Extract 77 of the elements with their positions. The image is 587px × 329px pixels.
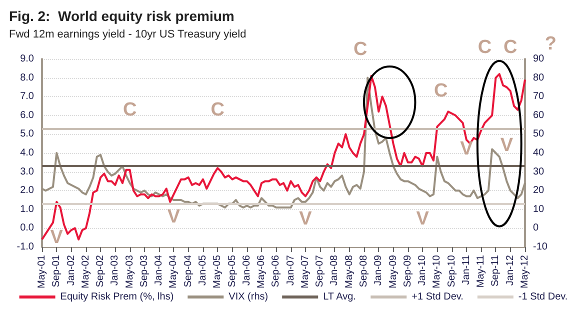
x-tick-label: May-03 — [124, 254, 136, 288]
text: C — [503, 37, 518, 58]
y-tick-label: 2.0 — [20, 185, 34, 196]
x-tick-label: Sep-10 — [446, 254, 458, 288]
annotation: V — [299, 208, 312, 230]
y2-tick-label: 0 — [533, 222, 539, 234]
x-tick-label: Jan-07 — [285, 254, 296, 286]
annotation: V — [460, 138, 474, 160]
x-tick-label: May-11 — [476, 254, 487, 288]
y2-tick-label: -10 — [533, 242, 548, 252]
line-series — [41, 76, 526, 209]
y-tick-label: 9.0 — [20, 54, 34, 64]
annotation: V — [500, 134, 514, 156]
y-tick-label: 1.0 — [20, 204, 34, 215]
legend-label: -1 Std Dev. — [518, 292, 568, 302]
y2-tick-label: 20 — [533, 185, 545, 196]
x-tick-label: Jan-06 — [241, 254, 252, 286]
x-tick-label: Jan-12 — [504, 254, 516, 286]
x-tick-label: Jan-03 — [110, 254, 121, 286]
y2-tick-label: 60 — [533, 110, 545, 121]
x-tick-label: May-01 — [36, 254, 48, 288]
y2-tick-label: 50 — [533, 128, 545, 140]
annotation: V — [416, 208, 430, 230]
x-tick-label: Jan-10 — [417, 254, 428, 286]
annotation: C — [353, 39, 368, 60]
x-tick-label: Sep-11 — [490, 254, 502, 287]
y-tick-label: 0.0 — [20, 222, 34, 234]
x-tick-label: May-02 — [80, 254, 92, 288]
x-tick-label: May-05 — [212, 254, 224, 288]
y-tick-label: 6.0 — [20, 110, 34, 121]
chart-title: Fig. 2: World equity risk premium — [9, 8, 234, 24]
x-tick-label: Sep-08 — [358, 254, 370, 288]
x-tick-label: May-10 — [432, 254, 443, 288]
x-tick-label: Sep-02 — [95, 254, 106, 288]
y-tick-label: 3.0 — [20, 166, 34, 178]
x-tick-label: Sep-05 — [226, 254, 238, 288]
x-tick-label: May-06 — [256, 254, 268, 288]
x-tick-label: May-04 — [168, 254, 180, 288]
y-tick-label: 7.0 — [20, 91, 34, 102]
x-tick-label: May-08 — [344, 254, 355, 288]
legend-label: VIX (rhs) — [228, 292, 268, 302]
y-tick-label: -1.0 — [16, 242, 34, 252]
y-tick-label: 4.0 — [20, 148, 34, 158]
x-tick-label: Sep-01 — [51, 254, 62, 288]
x-tick-label: May-12 — [520, 254, 530, 288]
annotation: V — [167, 206, 180, 228]
x-tick-label: Jan-04 — [154, 254, 165, 286]
legend-label: LT Avg. — [323, 292, 356, 302]
annotation: C — [434, 80, 448, 102]
x-tick-label: May-09 — [388, 254, 399, 288]
x-tick-label: Sep-06 — [270, 254, 282, 288]
text: ? — [544, 33, 556, 54]
x-tick-label: May-07 — [300, 254, 311, 288]
y2-tick-label: 80 — [533, 72, 545, 84]
x-tick-label: Jan-11 — [460, 254, 472, 285]
annotation: C — [210, 99, 225, 120]
chart-subtitle: Fwd 12m earnings yield - 10yr US Treasury yield — [9, 28, 246, 40]
y2-tick-label: 40 — [533, 148, 545, 158]
x-tick-label: Jan-09 — [373, 254, 384, 286]
x-tick-label: Sep-09 — [402, 254, 414, 288]
y2-tick-label: 70 — [533, 91, 545, 102]
x-tick-label: Sep-07 — [314, 254, 326, 288]
x-tick-label: Sep-03 — [138, 254, 150, 288]
x-tick-label: Sep-04 — [182, 254, 194, 288]
y2-tick-label: 10 — [533, 204, 545, 215]
text: C — [478, 37, 492, 58]
annotation: C — [122, 99, 137, 120]
x-tick-label: Jan-05 — [198, 254, 208, 286]
annotation: V — [50, 227, 64, 248]
x-tick-label: Jan-02 — [66, 254, 77, 286]
y-tick-label: 5.0 — [20, 128, 34, 140]
legend-label: +1 Std Dev. — [412, 292, 464, 302]
legend-label: Equity Risk Prem (%, lhs) — [60, 292, 174, 302]
x-tick-label: Jan-08 — [329, 254, 340, 286]
y2-tick-label: 90 — [533, 54, 545, 64]
y-tick-label: 8.0 — [20, 72, 34, 84]
y2-tick-label: 30 — [533, 166, 545, 178]
